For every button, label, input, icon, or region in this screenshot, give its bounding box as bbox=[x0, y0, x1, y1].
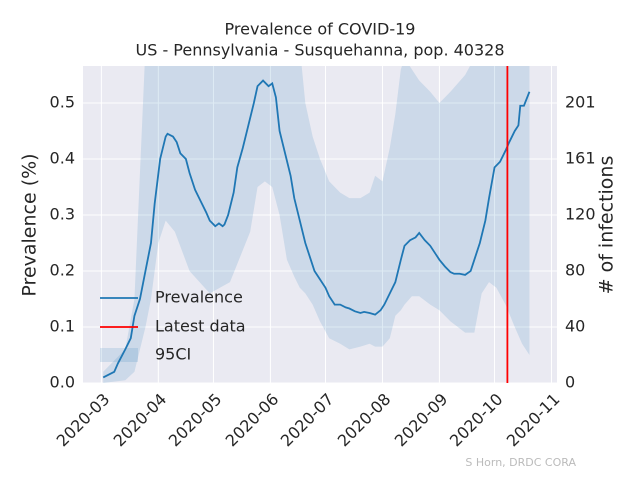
plot-content bbox=[83, 66, 557, 383]
y2-axis-label: # of infections bbox=[596, 156, 618, 295]
y2-tick-label: 40 bbox=[565, 317, 585, 336]
chart-title: Prevalence of COVID-19 bbox=[225, 20, 416, 39]
x-tick-label: 2020-09 bbox=[391, 390, 452, 451]
y-tick-label: 0.5 bbox=[50, 92, 75, 111]
y-tick-label: 0.3 bbox=[50, 204, 75, 223]
y-tick-label: 0.0 bbox=[50, 373, 75, 392]
chart-subtitle: US - Pennsylvania - Susquehanna, pop. 40… bbox=[135, 41, 504, 60]
x-tick-label: 2020-06 bbox=[222, 390, 283, 451]
y2-tick-label: 120 bbox=[565, 205, 596, 224]
x-tick-label: 2020-03 bbox=[53, 390, 114, 451]
data-line bbox=[102, 79, 531, 379]
legend-label: Prevalence bbox=[155, 288, 243, 307]
x-tick-label: 2020-11 bbox=[503, 390, 564, 451]
y-tick-label: 0.4 bbox=[50, 148, 75, 167]
x-tick-label: 2020-04 bbox=[110, 390, 171, 451]
y-axis-label: Prevalence (%) bbox=[19, 153, 41, 296]
y2-tick-label: 161 bbox=[565, 149, 596, 168]
legend-label: Latest data bbox=[155, 317, 246, 336]
confidence-band bbox=[103, 66, 530, 383]
x-tick-label: 2020-10 bbox=[446, 390, 507, 451]
y2-tick-label: 201 bbox=[565, 93, 596, 112]
x-tick-label: 2020-07 bbox=[277, 390, 338, 451]
x-tick-label: 2020-08 bbox=[334, 390, 395, 451]
y-tick-label: 0.1 bbox=[50, 316, 75, 335]
y2-tick-label: 0 bbox=[565, 373, 575, 392]
x-tick-label: 2020-05 bbox=[165, 390, 226, 451]
legend-swatch bbox=[100, 348, 138, 362]
y-tick-label: 0.2 bbox=[50, 260, 75, 279]
legend-label: 95CI bbox=[155, 345, 191, 364]
y2-tick-label: 80 bbox=[565, 261, 585, 280]
credit: S Horn, DRDC CORA bbox=[465, 456, 576, 469]
plot-area bbox=[83, 66, 557, 383]
